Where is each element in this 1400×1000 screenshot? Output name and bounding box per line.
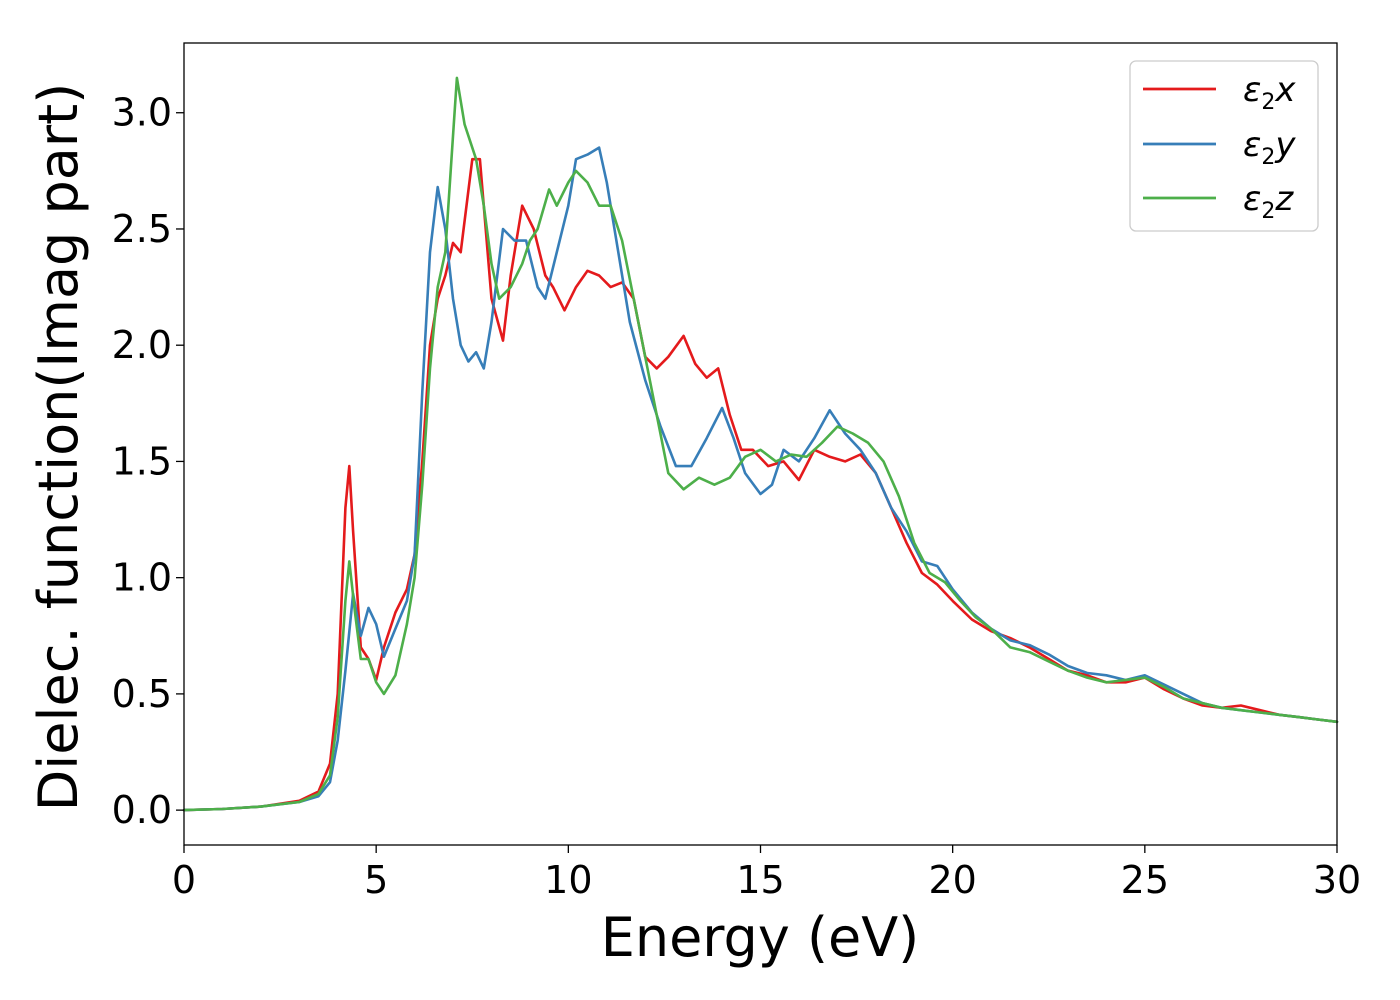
legend-label-y: ε2y	[1243, 125, 1296, 170]
x-axis-ticks: 0 5 10 15 20 25 30	[172, 845, 1361, 902]
x-tick-label: 30	[1313, 858, 1361, 902]
y-tick-label: 1.5	[112, 439, 172, 483]
y-axis-label: Dielec. function(Imag part)	[27, 83, 90, 812]
x-tick-label: 0	[172, 858, 196, 902]
y-tick-label: 0.0	[112, 788, 172, 832]
x-tick-label: 15	[736, 858, 784, 902]
y-tick-label: 2.0	[112, 323, 172, 367]
x-tick-label: 5	[364, 858, 388, 902]
y-tick-label: 1.0	[112, 556, 172, 600]
legend-box	[1129, 60, 1319, 232]
y-axis-ticks: 0.0 0.5 1.0 1.5 2.0 2.5 3.0	[112, 91, 184, 832]
x-tick-label: 25	[1121, 858, 1169, 902]
y-tick-label: 0.5	[112, 672, 172, 716]
legend-label-x: ε2x	[1243, 70, 1296, 115]
series-line-y	[182, 146, 1339, 812]
series-line-z	[182, 76, 1339, 812]
x-tick-label: 10	[544, 858, 592, 902]
y-tick-label: 2.5	[112, 207, 172, 251]
x-tick-label: 20	[928, 858, 976, 902]
series-line-x	[182, 157, 1339, 812]
series-layer	[182, 76, 1339, 812]
x-axis-label: Energy (eV)	[601, 906, 920, 969]
y-tick-label: 3.0	[112, 91, 172, 135]
legend: ε2x ε2y ε2z	[1129, 60, 1319, 232]
legend-label-z: ε2z	[1243, 179, 1294, 224]
